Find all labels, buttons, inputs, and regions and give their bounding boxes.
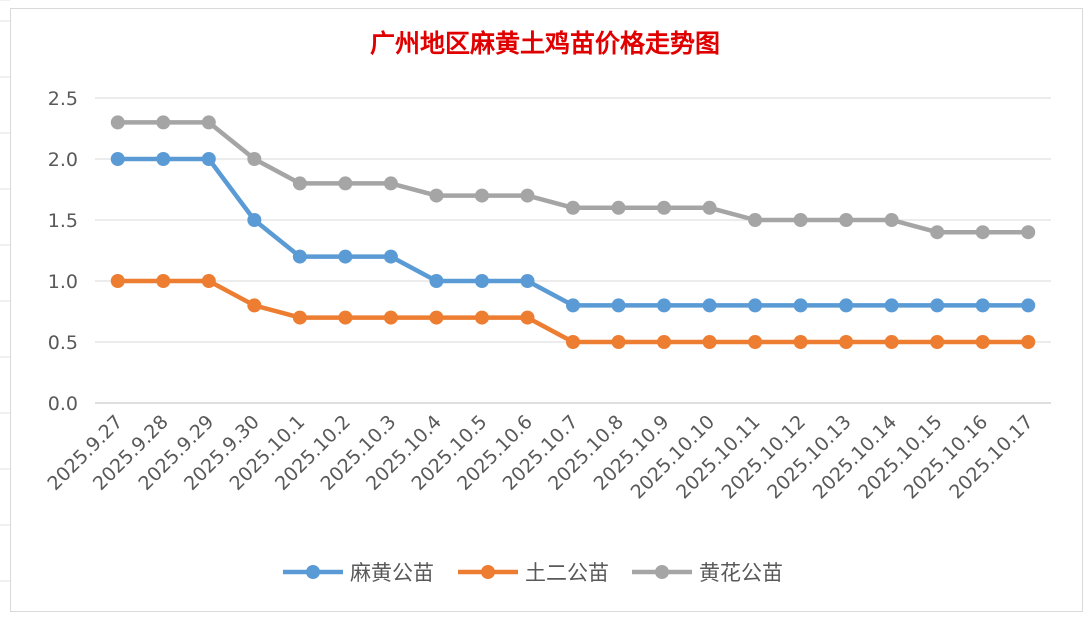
legend-item: 黄花公苗 [632,561,783,585]
data-point [793,335,808,349]
data-point [474,310,489,325]
chart-area[interactable] [10,8,1083,612]
data-point [839,335,854,349]
data-point [1021,225,1036,240]
data-point [247,298,262,313]
data-point [201,274,216,288]
data-point [429,188,444,203]
data-point [975,298,990,313]
y-tick-label: 2.0 [48,149,78,171]
data-point [975,225,990,240]
data-point [474,274,489,288]
data-point [110,274,125,288]
data-point [1021,298,1036,313]
data-point [566,200,580,215]
data-point [520,188,535,203]
data-point [884,335,899,349]
data-point [201,152,216,166]
data-point [793,213,808,227]
y-tick-label: 1.0 [48,271,78,293]
series-group [110,115,1036,349]
x-axis-ticks: 2025.9.272025.9.282025.9.292025.9.302025… [43,411,1037,503]
y-tick-label: 1.5 [48,210,78,232]
data-point [292,249,307,264]
series [110,274,1036,349]
gridlines [95,97,1051,404]
data-point [748,335,763,349]
y-tick-label: 0.5 [48,332,78,354]
data-point [156,274,171,288]
data-point [975,335,990,349]
data-point [793,298,808,313]
series [110,152,1036,313]
data-point [611,298,626,313]
legend-marker [481,565,495,579]
y-tick-label: 2.5 [48,88,78,110]
data-point [383,249,398,264]
legend-label: 黄花公苗 [699,561,783,585]
data-point [1021,335,1036,349]
series [110,115,1036,240]
data-point [702,298,717,313]
data-point [338,310,353,325]
data-point [292,176,307,191]
data-point [611,200,626,215]
data-point [566,335,580,349]
data-point [930,298,945,313]
y-tick-label: 0.0 [48,393,78,415]
data-point [201,115,216,130]
legend-marker [655,565,669,579]
data-point [566,298,580,313]
data-point [748,213,763,227]
data-point [657,200,672,215]
data-point [702,335,717,349]
legend-label: 麻黄公苗 [350,561,434,585]
data-point [839,298,854,313]
chart-title: 广州地区麻黄土鸡苗价格走势图 [370,29,720,58]
data-point [338,249,353,264]
legend-marker [306,565,320,579]
data-point [110,152,125,166]
data-point [383,310,398,325]
data-point [930,335,945,349]
data-point [702,200,717,215]
data-point [611,335,626,349]
data-point [474,188,489,203]
data-point [429,274,444,288]
data-point [657,335,672,349]
data-point [383,176,398,191]
data-point [110,115,125,130]
legend-label: 土二公苗 [525,561,609,585]
data-point [930,225,945,240]
data-point [247,152,262,166]
data-point [657,298,672,313]
y-axis-ticks: 0.0 0.5 1.0 1.5 2.0 2.5 [48,88,78,415]
data-point [520,274,535,288]
data-point [884,298,899,313]
data-point [520,310,535,325]
data-point [429,310,444,325]
legend: 麻黄公苗 土二公苗 黄花公苗 [283,561,783,585]
data-point [839,213,854,227]
data-point [247,213,262,227]
data-point [292,310,307,325]
legend-item: 麻黄公苗 [283,561,434,585]
data-point [884,213,899,227]
series-line [115,156,1031,308]
data-point [156,152,171,166]
data-point [748,298,763,313]
legend-item: 土二公苗 [458,561,609,585]
data-point [156,115,171,130]
data-point [338,176,353,191]
